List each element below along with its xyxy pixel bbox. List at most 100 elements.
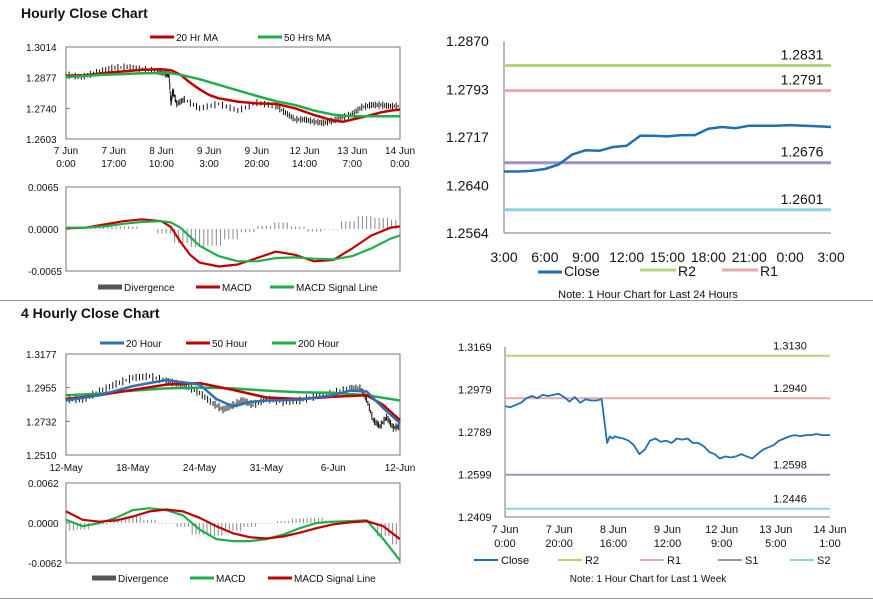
weekly-levels-xtick-time: 9:00 xyxy=(711,538,732,550)
hourly-price-xtick: 12 Jun xyxy=(290,146,320,157)
four-hourly-macd-ytick: 0.0062 xyxy=(28,479,59,490)
weekly-levels-xtick-time: 0:00 xyxy=(494,538,515,550)
hourly-levels-ytick: 1.2717 xyxy=(446,129,489,145)
weekly-levels-xtick-time: 5:00 xyxy=(765,538,786,550)
hourly-section-title: Hourly Close Chart xyxy=(21,5,148,21)
hourly-price-xtick: 7 Jun xyxy=(101,146,125,157)
weekly-levels-ytick: 1.2789 xyxy=(458,427,492,439)
weekly-levels-xtick: 14 Jun xyxy=(813,524,846,536)
hourly-levels-xtick: 6:00 xyxy=(531,249,558,265)
hourly-macd-ytick: 0.0000 xyxy=(28,225,59,236)
hourly-levels-xtick: 18:00 xyxy=(691,249,726,265)
hourly-levels-ytick: 1.2564 xyxy=(446,225,489,241)
hourly-price-xtick-time: 14:00 xyxy=(292,159,317,170)
weekly-levels-legend-label-S1: S1 xyxy=(745,555,758,567)
four-hourly-price-xtick: 12-Jun xyxy=(385,463,416,474)
weekly-levels-legend-label-S2: S2 xyxy=(817,555,830,567)
weekly-level-label-S1: 1.2598 xyxy=(773,460,807,472)
hourly-levels-legend-r2-label: R2 xyxy=(678,263,696,279)
top-section-divider xyxy=(0,300,873,301)
weekly-levels-xtick-time: 16:00 xyxy=(600,538,628,550)
hourly-levels-xtick: 12:00 xyxy=(609,249,644,265)
four-hourly-legend-200-label: 200 Hour xyxy=(298,339,340,350)
weekly-level-label-S2: 1.2446 xyxy=(773,494,807,506)
weekly-levels-xtick-time: 12:00 xyxy=(654,538,682,550)
four-hourly-macd-line-1 xyxy=(65,508,401,540)
hourly-price-xtick-time: 3:00 xyxy=(199,159,219,170)
four-hourly-price-plot-frame xyxy=(65,353,401,456)
four-hourly-price-ytick: 1.2510 xyxy=(26,451,57,462)
hourly-ma-line-1 xyxy=(65,71,400,118)
hourly-price-plot-frame xyxy=(65,46,401,140)
hourly-macd-legend-signal-label: MACD Signal Line xyxy=(296,283,378,294)
hourly-levels-legend-close-label: Close xyxy=(564,263,600,279)
hourly-level-label-S1: 1.2676 xyxy=(781,144,824,160)
hourly-price-xtick: 9 Jun xyxy=(245,146,269,157)
four-hourly-macd-legend-signal-label: MACD Signal Line xyxy=(294,574,376,585)
hourly-close-line xyxy=(504,123,832,173)
hourly-levels-ytick: 1.2640 xyxy=(446,177,489,193)
hourly-price-xtick-time: 0:00 xyxy=(390,159,410,170)
weekly-level-label-R2: 1.3130 xyxy=(773,341,807,353)
four-hourly-legend-20-label: 20 Hour xyxy=(126,339,162,350)
hourly-price-ytick: 1.2877 xyxy=(26,74,57,85)
hourly-levels-xtick: 9:00 xyxy=(572,249,599,265)
weekly-levels-xtick: 13 Jun xyxy=(759,524,792,536)
weekly-levels-xtick: 7 Jun xyxy=(546,524,573,536)
four-hourly-macd-legend-divergence-label: Divergence xyxy=(118,574,169,585)
weekly-levels-ytick: 1.2599 xyxy=(458,470,492,482)
four-hourly-macd-line-0 xyxy=(65,507,401,562)
four-hourly-price-ytick: 1.3177 xyxy=(26,350,57,361)
weekly-levels-xtick: 8 Jun xyxy=(600,524,627,536)
weekly-level-label-R1: 1.2940 xyxy=(773,383,807,395)
hourly-price-xtick: 8 Jun xyxy=(149,146,173,157)
hourly-price-ytick: 1.2603 xyxy=(26,135,57,146)
four-hourly-macd-legend-macd-label: MACD xyxy=(216,574,245,585)
hourly-macd-legend-macd-label: MACD xyxy=(222,283,251,294)
weekly-levels-ytick: 1.2979 xyxy=(458,385,492,397)
hourly-level-label-S2: 1.2601 xyxy=(781,191,824,207)
weekly-levels-legend-label-Close: Close xyxy=(501,555,529,567)
hourly-levels-note: Note: 1 Hour Chart for Last 24 Hours xyxy=(558,289,738,301)
hourly-price-xtick-time: 7:00 xyxy=(343,159,363,170)
hourly-macd-ytick: -0.0065 xyxy=(28,267,62,278)
hourly-levels-legend-r1-label: R1 xyxy=(760,263,778,279)
four-hourly-price-ytick: 1.2732 xyxy=(26,417,57,428)
four-hourly-ma-line-2 xyxy=(65,378,401,425)
hourly-price-xtick: 7 Jun xyxy=(54,146,78,157)
weekly-levels-xtick: 9 Jun xyxy=(654,524,681,536)
hourly-price-xtick: 13 Jun xyxy=(337,146,367,157)
hourly-levels-xtick: 0:00 xyxy=(777,249,804,265)
hourly-levels-xtick: 15:00 xyxy=(650,249,685,265)
hourly-price-xtick: 9 Jun xyxy=(197,146,221,157)
hourly-macd-line-0 xyxy=(65,218,401,268)
hourly-macd-legend-divergence-label: Divergence xyxy=(124,283,175,294)
four-hourly-macd-ytick: 0.0000 xyxy=(28,519,59,530)
hourly-price-legend-20-label: 20 Hr MA xyxy=(176,33,219,44)
four-hourly-price-xtick: 31-May xyxy=(250,463,283,474)
four-hourly-macd-ytick: -0.0062 xyxy=(28,559,62,570)
four-hourly-legend-50-label: 50 Hour xyxy=(212,339,248,350)
weekly-levels-ytick: 1.3169 xyxy=(458,342,492,354)
four-hourly-price-xtick: 6-Jun xyxy=(321,463,346,474)
four-hourly-section-title: 4 Hourly Close Chart xyxy=(21,305,160,321)
four-hourly-ma-line-1 xyxy=(65,381,401,422)
hourly-levels-xtick: 3:00 xyxy=(817,249,844,265)
weekly-levels-note: Note: 1 Hour Chart for Last 1 Week xyxy=(570,574,728,585)
hourly-price-xtick-time: 20:00 xyxy=(244,159,269,170)
hourly-levels-xtick: 3:00 xyxy=(490,249,517,265)
hourly-levels-xtick: 21:00 xyxy=(732,249,767,265)
hourly-price-ytick: 1.2740 xyxy=(26,104,57,115)
weekly-levels-xtick: 12 Jun xyxy=(705,524,738,536)
weekly-close-line xyxy=(504,392,830,460)
hourly-level-label-R1: 1.2791 xyxy=(781,72,824,88)
weekly-levels-ytick: 1.2409 xyxy=(458,512,492,524)
four-hourly-price-xtick: 18-May xyxy=(116,463,149,474)
weekly-levels-legend-label-R2: R2 xyxy=(585,555,599,567)
hourly-price-xtick-time: 0:00 xyxy=(56,159,76,170)
four-hourly-price-xtick: 24-May xyxy=(183,463,216,474)
hourly-price-xtick: 14 Jun xyxy=(385,146,415,157)
weekly-levels-xtick-time: 1:00 xyxy=(819,538,840,550)
weekly-levels-legend-label-R1: R1 xyxy=(667,555,681,567)
